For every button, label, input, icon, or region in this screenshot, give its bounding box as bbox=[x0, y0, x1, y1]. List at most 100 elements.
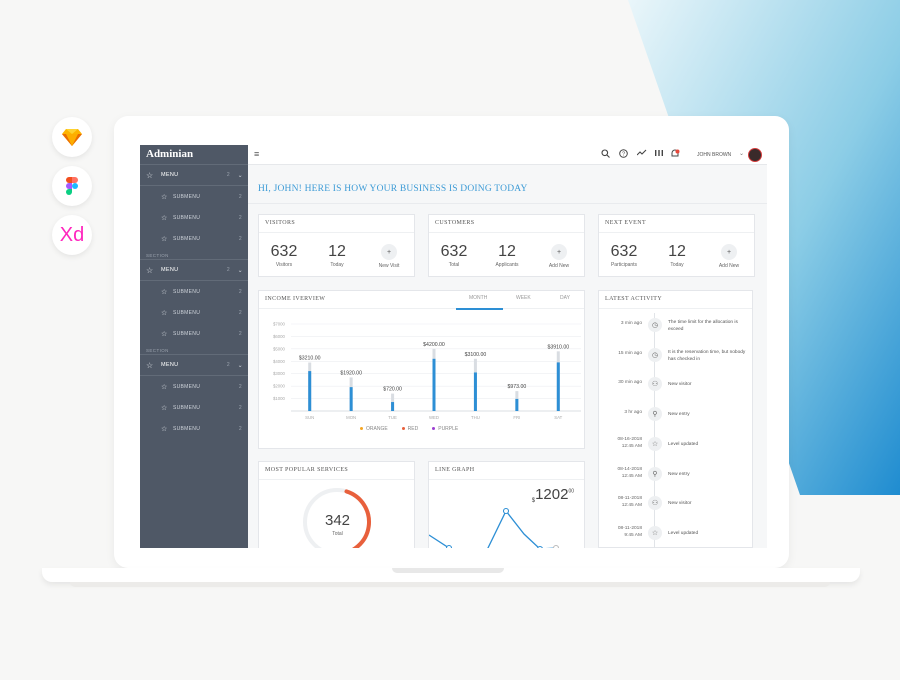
user-menu-chevron-icon[interactable]: ⌄ bbox=[739, 151, 745, 157]
page-greeting: HI, JOHN! HERE IS HOW YOUR BUSINESS IS D… bbox=[258, 184, 528, 194]
columns-icon[interactable] bbox=[655, 149, 663, 159]
add-user-icon: + bbox=[381, 244, 397, 260]
chevron-down-icon[interactable]: ⌄ bbox=[237, 267, 243, 274]
tab-week[interactable]: WEEK bbox=[516, 295, 531, 301]
stat-primary-value: 632 bbox=[270, 243, 298, 260]
sidebar-submenu-label: SUBMENU bbox=[173, 193, 201, 200]
user-group-icon: ⚇ bbox=[648, 496, 662, 511]
x-tick-label: SUN bbox=[305, 415, 314, 420]
sidebar-menu-item[interactable]: ☆ MENU 2 ⌄ bbox=[140, 165, 248, 186]
sidebar-submenu-item[interactable]: ☆ SUBMENU 2 bbox=[140, 397, 248, 418]
star-icon: ☆ bbox=[146, 360, 154, 370]
sidebar-menu-item[interactable]: ☆ MENU 2 ⌄ bbox=[140, 260, 248, 281]
stat-primary-label: Visitors bbox=[275, 262, 293, 268]
stat-secondary-label: Today bbox=[330, 262, 344, 268]
sidebar-menu-item[interactable]: ☆ MENU 2 ⌄ bbox=[140, 355, 248, 376]
sidebar-submenu-item[interactable]: ☆ SUBMENU 2 bbox=[140, 228, 248, 249]
user-name[interactable]: JOHN BROWN bbox=[697, 152, 732, 158]
svg-text:?: ? bbox=[622, 152, 625, 158]
stat-add-button[interactable]: + Add New bbox=[709, 244, 749, 269]
tab-month[interactable]: MONTH bbox=[469, 295, 488, 301]
activity-icon[interactable] bbox=[636, 149, 647, 160]
star-icon: ☆ bbox=[648, 525, 662, 540]
search-icon[interactable] bbox=[601, 149, 610, 160]
activity-title: LATEST ACTIVITY bbox=[599, 291, 752, 309]
sidebar-submenu-item[interactable]: ☆ SUBMENU 2 bbox=[140, 302, 248, 323]
sidebar-submenu-item[interactable]: ☆ SUBMENU 2 bbox=[140, 207, 248, 228]
user-group-icon: ⚇ bbox=[648, 377, 662, 392]
activity-text: New visitor bbox=[668, 501, 692, 507]
y-tick-label: $5000 bbox=[273, 346, 286, 351]
activity-item[interactable]: 30 min ago ⚇ New visitor bbox=[599, 377, 754, 405]
stat-action-label: Add New bbox=[548, 263, 570, 269]
activity-item[interactable]: 08-14-2018 12:45 AM ⚲ New entry bbox=[599, 466, 754, 495]
add-user-icon: + bbox=[551, 244, 567, 260]
user-icon: ⚲ bbox=[648, 407, 662, 422]
legend-label: RED bbox=[407, 426, 419, 432]
sidebar-menu-label: MENU bbox=[161, 362, 179, 368]
line-value: $120200 bbox=[531, 486, 574, 504]
avatar[interactable] bbox=[748, 148, 762, 162]
sidebar-count-badge: 2 bbox=[238, 193, 242, 200]
bar bbox=[432, 358, 436, 411]
star-icon: ☆ bbox=[161, 425, 168, 433]
sidebar-submenu-item[interactable]: ☆ SUBMENU 2 bbox=[140, 376, 248, 397]
sidebar-menu-label: MENU bbox=[161, 267, 179, 273]
stat-secondary-value: 12 bbox=[668, 243, 686, 260]
bar-value-label: $973.00 bbox=[507, 384, 526, 390]
activity-item[interactable]: 3 min ago ◷ The time limit for the alloc… bbox=[599, 318, 754, 346]
bar bbox=[391, 402, 395, 411]
activity-text: The time limit for the allocation is exc… bbox=[668, 320, 738, 332]
activity-item[interactable]: 08-16-2018 12:45 AM ☆ Level updated bbox=[599, 436, 754, 465]
stat-action-label: New Visit bbox=[378, 263, 400, 269]
sidebar-count-badge: 2 bbox=[238, 383, 242, 390]
sidebar-count-badge: 2 bbox=[226, 362, 230, 368]
activity-item[interactable]: 15 min ago ◷ It is the reservation time,… bbox=[599, 347, 754, 376]
activity-item[interactable]: 08-11-2018 9:45 AM ☆ Level updated bbox=[599, 525, 754, 548]
chart-legend: ORANGE RED PURPLE bbox=[360, 426, 472, 432]
legend-item[interactable]: PURPLE bbox=[432, 426, 458, 432]
bar-value-label: $4200.00 bbox=[423, 342, 445, 348]
sidebar-submenu-label: SUBMENU bbox=[173, 383, 201, 390]
bar bbox=[473, 372, 477, 411]
donut-arc bbox=[344, 489, 371, 548]
star-icon: ☆ bbox=[161, 383, 168, 391]
notifications-icon[interactable] bbox=[670, 149, 680, 161]
line-point bbox=[537, 545, 543, 548]
sidebar-menu-label: MENU bbox=[161, 172, 179, 178]
tab-day[interactable]: DAY bbox=[560, 295, 570, 301]
y-tick-label: $2000 bbox=[273, 384, 286, 389]
clock-icon: ◷ bbox=[648, 318, 662, 332]
chevron-down-icon[interactable]: ⌄ bbox=[237, 362, 243, 369]
bar-value-label: $3210.00 bbox=[299, 356, 321, 362]
stat-secondary: 12 Today bbox=[657, 243, 697, 268]
activity-item[interactable]: 3 hr ago ⚲ New entry bbox=[599, 407, 754, 435]
chevron-down-icon[interactable]: ⌄ bbox=[237, 172, 243, 179]
sidebar-section-label: SECTION bbox=[140, 344, 248, 355]
sidebar-submenu-item[interactable]: ☆ SUBMENU 2 bbox=[140, 281, 248, 302]
top-bar: ≡ ? JOHN BROWN ⌄ bbox=[248, 145, 767, 165]
activity-text: Level updated bbox=[668, 530, 699, 536]
stat-add-button[interactable]: + New Visit bbox=[369, 244, 409, 269]
stat-primary-value: 632 bbox=[610, 243, 638, 260]
star-icon: ☆ bbox=[161, 404, 168, 412]
legend-item[interactable]: RED bbox=[401, 426, 419, 432]
sidebar-submenu-item[interactable]: ☆ SUBMENU 2 bbox=[140, 323, 248, 344]
help-icon[interactable]: ? bbox=[619, 149, 628, 160]
services-total: 342 bbox=[324, 512, 351, 529]
sidebar-submenu-item[interactable]: ☆ SUBMENU 2 bbox=[140, 418, 248, 439]
stat-card-title: VISITORS bbox=[259, 215, 414, 233]
sidebar-submenu-label: SUBMENU bbox=[173, 235, 201, 242]
laptop-notch bbox=[392, 568, 504, 573]
stat-secondary-label: Today bbox=[670, 262, 684, 268]
hamburger-menu-icon[interactable]: ≡ bbox=[254, 149, 260, 159]
activity-text: New entry bbox=[668, 412, 690, 418]
legend-item[interactable]: ORANGE bbox=[360, 426, 388, 432]
activity-item[interactable]: 08-11-2018 12:45 AM ⚇ New visitor bbox=[599, 496, 754, 524]
bar-value-label: $3100.00 bbox=[465, 352, 487, 358]
latest-activity-card: LATEST ACTIVITY 3 min ago ◷ The time lim… bbox=[598, 290, 753, 548]
stat-add-button[interactable]: + Add New bbox=[539, 244, 579, 269]
sidebar-submenu-item[interactable]: ☆ SUBMENU 2 bbox=[140, 186, 248, 207]
line-graph bbox=[429, 507, 560, 548]
brand-logo[interactable]: Adminian bbox=[140, 145, 248, 165]
